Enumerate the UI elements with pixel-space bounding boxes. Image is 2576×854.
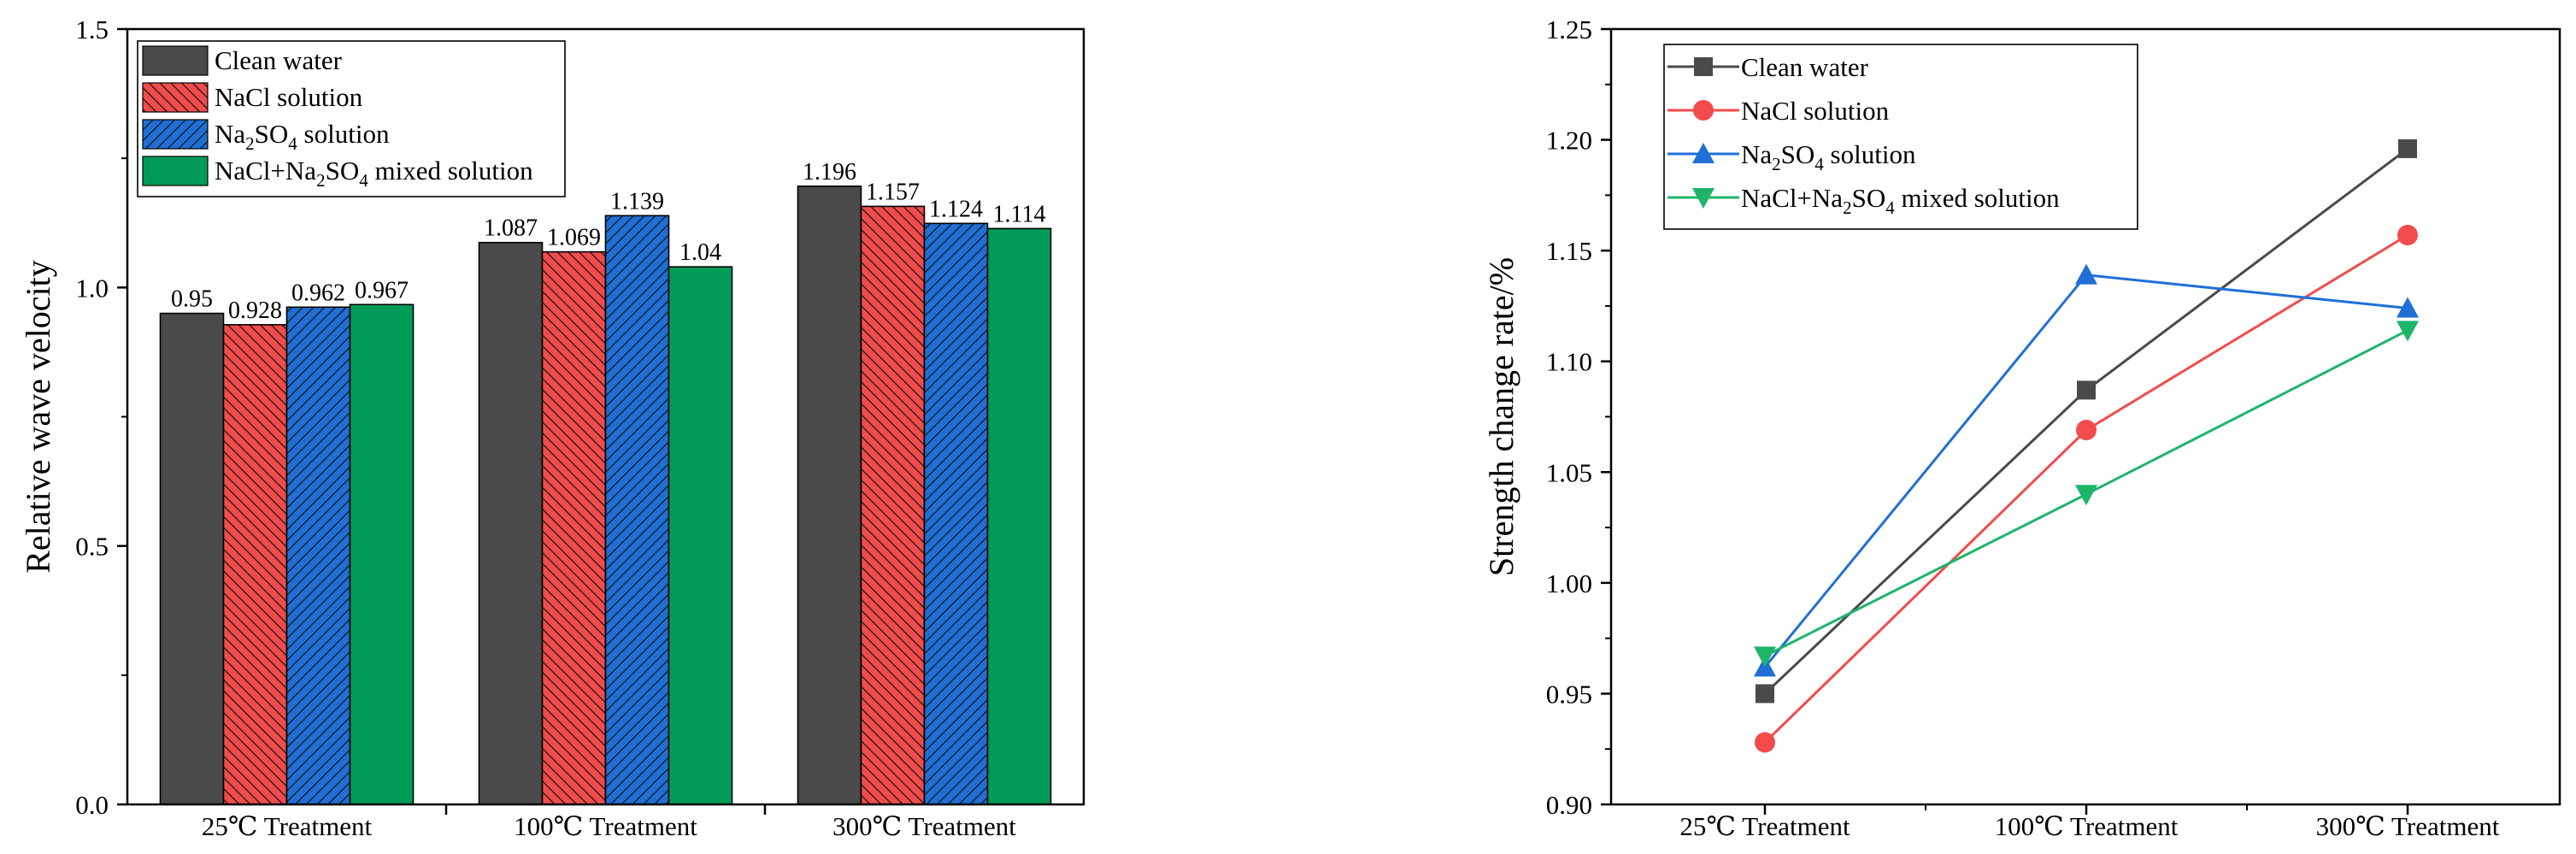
legend-label: NaCl+Na2SO4 mixed solution bbox=[215, 156, 533, 191]
x-tick-label: 25℃ Treatment bbox=[1679, 811, 1850, 841]
legend-label: Na2SO4 solution bbox=[1741, 139, 1916, 174]
legend-label: Clean water bbox=[215, 45, 343, 75]
marker-triangle-down bbox=[2397, 321, 2419, 342]
legend-label: NaCl solution bbox=[1741, 96, 1890, 126]
y-tick-label: 0.0 bbox=[75, 790, 109, 820]
bar bbox=[797, 186, 862, 805]
bar-chart: 0.95 0.928 0.962 0.967 1.087 1.069 1.139 1.04 1.… bbox=[19, 15, 1085, 841]
bar-data-label: 1.139 bbox=[610, 188, 664, 215]
marker-triangle-down bbox=[1692, 188, 1714, 209]
marker-circle bbox=[1755, 732, 1775, 753]
legend-box bbox=[1663, 44, 2138, 230]
y-tick-label: 0.90 bbox=[1546, 790, 1592, 820]
x-tick-label: 100℃ Treatment bbox=[514, 811, 697, 841]
bar-data-label: 1.124 bbox=[929, 196, 983, 222]
y-axis-label: Strength change rate/% bbox=[1482, 257, 1520, 576]
bar-data-label: 1.114 bbox=[993, 201, 1046, 227]
bar bbox=[860, 205, 926, 805]
legend-box bbox=[137, 40, 566, 197]
marker-triangle-down bbox=[2075, 485, 2097, 506]
marker-triangle-up bbox=[2397, 297, 2419, 318]
marker-circle bbox=[1693, 100, 1714, 121]
legend-label: Clean water bbox=[1741, 52, 1869, 82]
x-tick-label: 25℃ Treatment bbox=[202, 811, 373, 841]
y-tick-label: 1.10 bbox=[1546, 347, 1592, 377]
x-tick-label: 300℃ Treatment bbox=[2316, 811, 2500, 841]
marker-circle bbox=[2397, 225, 2418, 246]
x-tick-label: 300℃ Treatment bbox=[832, 811, 1016, 841]
bar bbox=[159, 312, 225, 805]
y-tick-label: 1.0 bbox=[75, 273, 109, 303]
bar-data-label: 0.928 bbox=[228, 297, 282, 324]
y-tick-label: 1.00 bbox=[1546, 568, 1592, 598]
legend-label: NaCl solution bbox=[215, 82, 363, 112]
bar-data-label: 0.962 bbox=[291, 280, 345, 306]
marker-triangle-up bbox=[2075, 263, 2097, 285]
bar-data-label: 1.087 bbox=[484, 215, 538, 242]
bar-data-label: 1.04 bbox=[679, 239, 721, 266]
bar bbox=[541, 250, 607, 805]
legend-label: Na2SO4 solution bbox=[215, 119, 390, 154]
marker-square bbox=[1694, 57, 1713, 76]
bar bbox=[604, 215, 670, 805]
y-tick-label: 1.20 bbox=[1546, 126, 1592, 156]
marker-square bbox=[2398, 138, 2417, 158]
y-tick-label: 1.25 bbox=[1546, 15, 1592, 44]
marker-triangle-up bbox=[1692, 143, 1714, 163]
bar bbox=[923, 222, 989, 805]
bar-data-label: 1.069 bbox=[547, 225, 601, 251]
y-tick-label: 0.95 bbox=[1546, 679, 1592, 709]
y-axis-label: Relative wave velocity bbox=[19, 260, 57, 574]
bar-data-label: 0.95 bbox=[171, 286, 213, 313]
x-tick-label: 100℃ Treatment bbox=[1995, 811, 2179, 841]
bar bbox=[986, 227, 1052, 805]
legend-swatch bbox=[142, 119, 209, 150]
y-tick-label: 1.5 bbox=[75, 15, 109, 44]
bar-data-label: 1.196 bbox=[803, 159, 856, 186]
bar bbox=[668, 266, 733, 805]
bar-data-label: 1.157 bbox=[866, 179, 920, 205]
line-chart: 0.90 0.95 1.00 1.05 1.10 1.15 1.20 1.25 25℃ Trea… bbox=[1482, 15, 2561, 841]
marker-square bbox=[1756, 684, 1774, 704]
legend-swatch bbox=[142, 82, 209, 113]
y-tick-label: 0.5 bbox=[75, 532, 109, 562]
y-tick-label: 1.05 bbox=[1546, 457, 1592, 487]
legend-swatch bbox=[142, 45, 209, 76]
legend-swatch bbox=[142, 156, 209, 186]
legend-label: NaCl+Na2SO4 mixed solution bbox=[1741, 183, 2060, 218]
y-tick-label: 1.15 bbox=[1546, 236, 1592, 266]
bar bbox=[285, 306, 351, 805]
bar-data-label: 0.967 bbox=[355, 277, 409, 303]
bar bbox=[349, 303, 415, 805]
marker-circle bbox=[2076, 420, 2097, 441]
bar bbox=[478, 241, 544, 805]
marker-square bbox=[2077, 380, 2096, 400]
bar bbox=[222, 324, 288, 805]
marker-triangle-down bbox=[1754, 646, 1776, 668]
